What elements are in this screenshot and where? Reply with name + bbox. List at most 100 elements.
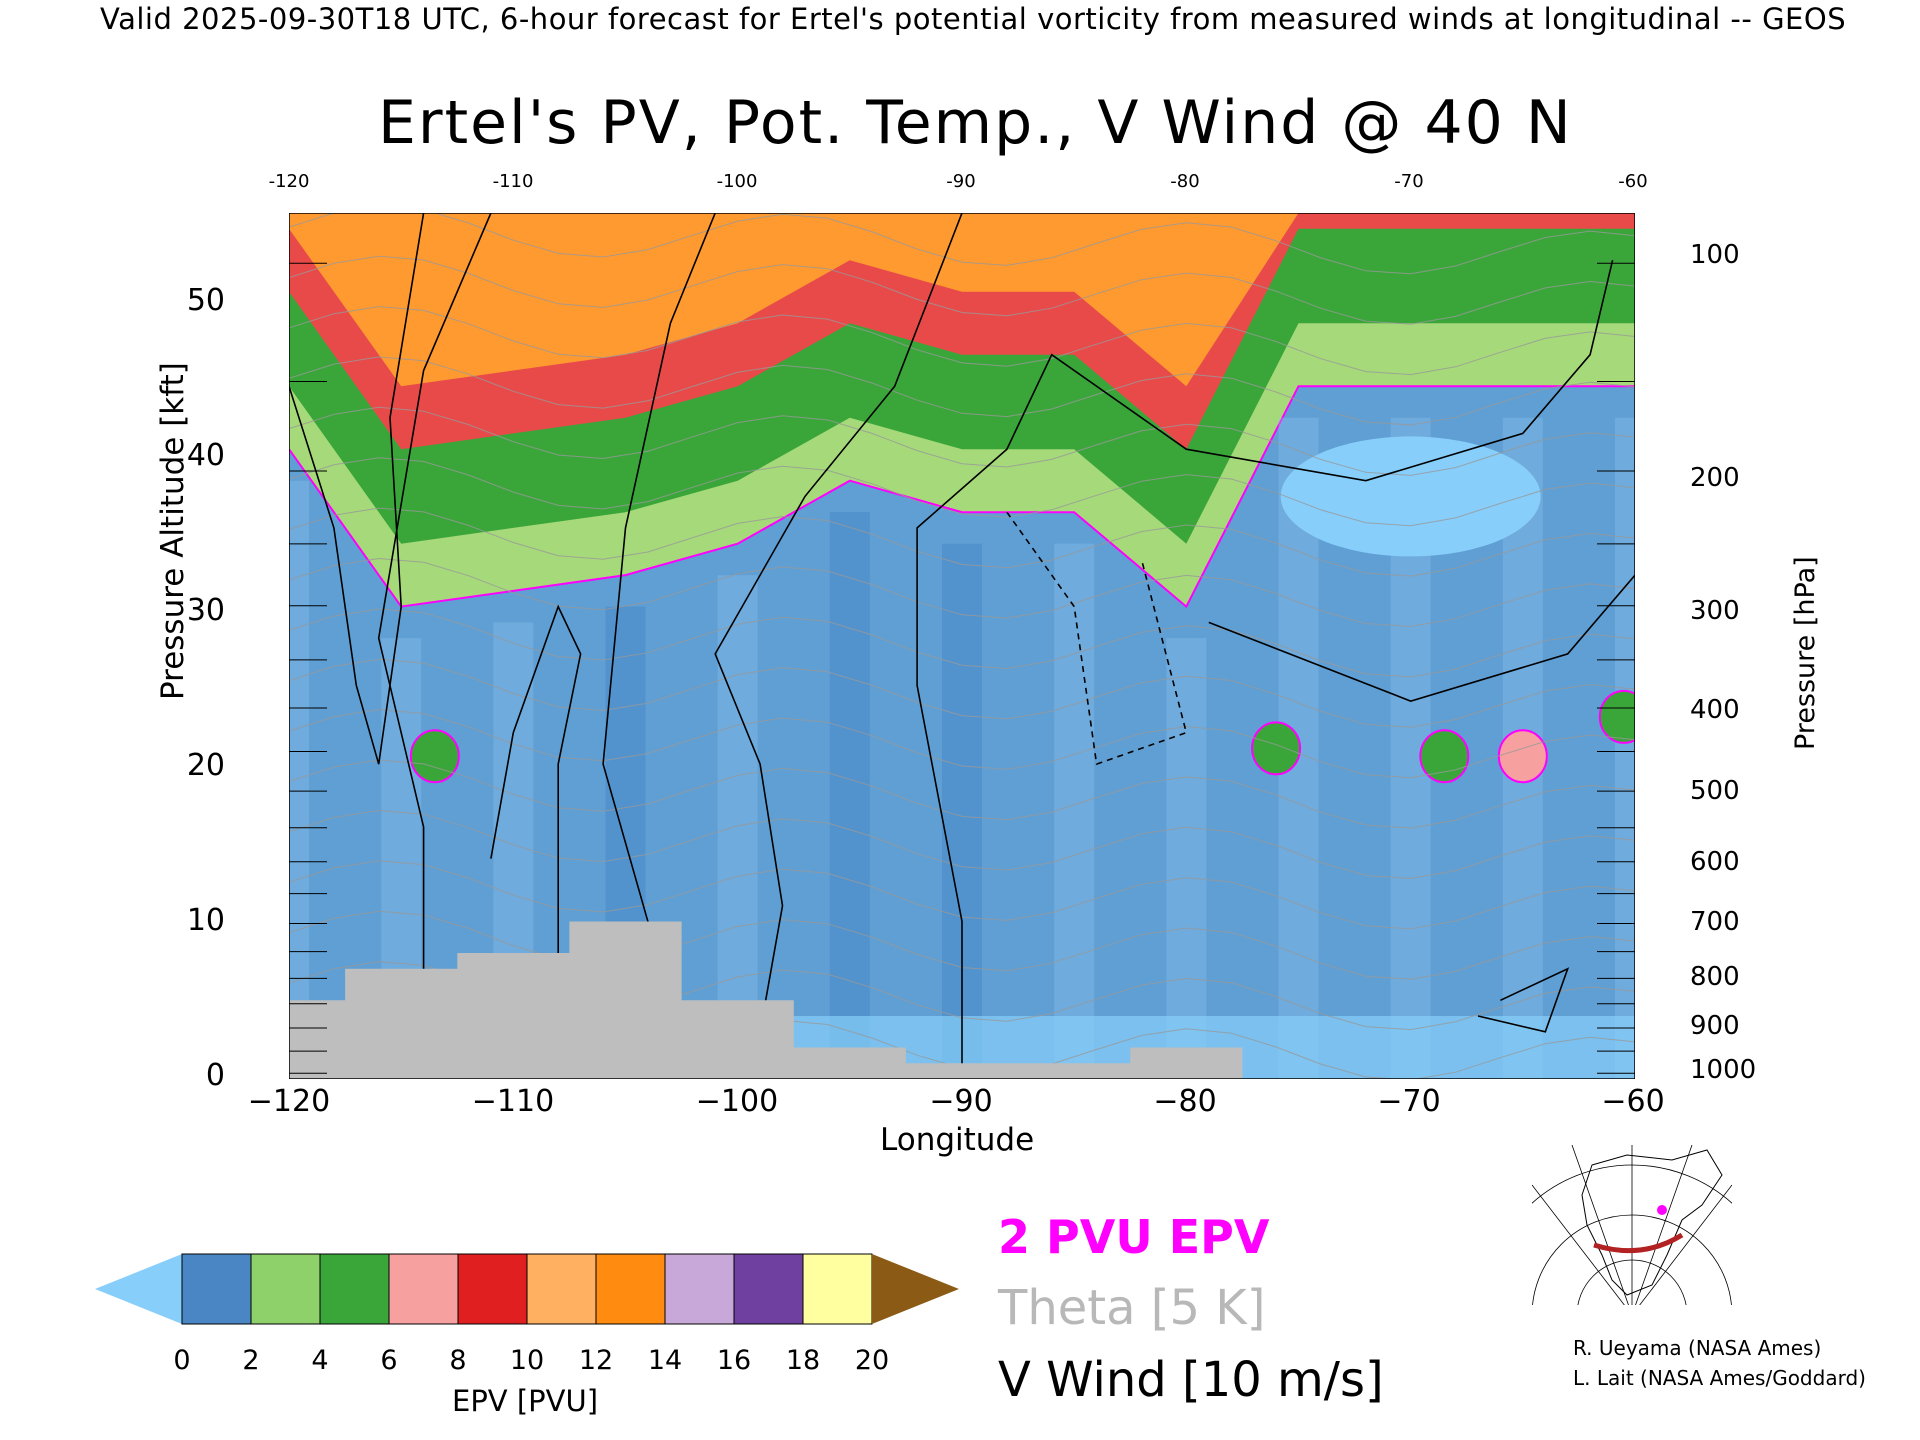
wind-contour	[1477, 967, 1570, 1033]
y-tick-label: 40	[186, 438, 225, 473]
pressure-axis-label: Pressure [hPa]	[1790, 556, 1821, 750]
top-tick-label: -120	[268, 171, 310, 192]
credit-line: L. Lait (NASA Ames/Goddard)	[1573, 1366, 1866, 1390]
x-tick-label: −60	[1601, 1084, 1665, 1119]
pv-band-orange	[289, 213, 1635, 387]
theta-contour	[289, 255, 1635, 325]
theta-contour	[289, 213, 1635, 275]
valid-time-header: Valid 2025-09-30T18 UTC, 6-hour forecast…	[100, 2, 1847, 36]
y-tick-label: 10	[186, 903, 225, 938]
x-axis-label: Longitude	[880, 1122, 1035, 1158]
map-meridian	[1571, 1145, 1629, 1305]
pressure-tick-label: 1000	[1690, 1055, 1757, 1085]
wind-contour	[1006, 511, 1188, 766]
map-meridian	[1532, 1184, 1625, 1305]
colorbar-tick: 2	[242, 1345, 260, 1376]
legend-theta: Theta [5 K]	[998, 1280, 1266, 1336]
top-tick-label: -110	[492, 171, 534, 192]
theta-contour	[289, 557, 1635, 628]
pv-streak	[717, 575, 758, 1079]
terrain-mask	[289, 921, 1635, 1079]
pressure-tick-label: 700	[1690, 907, 1740, 937]
colorbar	[95, 1253, 959, 1325]
colorbar-segment	[319, 1253, 390, 1325]
colorbar-tick: 4	[311, 1345, 329, 1376]
map-section-line	[1593, 1232, 1684, 1254]
colorbar-segment	[250, 1253, 321, 1325]
colorbar-tick: 14	[647, 1345, 683, 1376]
y-axis-label: Pressure Altitude [kft]	[155, 362, 191, 700]
colorbar-segment	[457, 1253, 528, 1325]
pv-blob	[1251, 721, 1302, 776]
pressure-tick-label: 500	[1690, 776, 1740, 806]
colorbar-tick: 8	[449, 1345, 467, 1376]
colorbar-segment	[802, 1253, 873, 1325]
pv-2pvu-line	[289, 385, 1635, 609]
colorbar-segments	[181, 1253, 873, 1325]
pv-blob	[1497, 729, 1548, 784]
theta-contour	[289, 306, 1635, 376]
theta-contour	[289, 356, 1635, 426]
wind-contour	[289, 213, 425, 765]
pressure-tick-label: 800	[1690, 962, 1740, 992]
colorbar-segment	[388, 1253, 459, 1325]
colorbar-tick: 6	[380, 1345, 398, 1376]
y-tick-label: 0	[205, 1058, 225, 1093]
theta-contour	[289, 406, 1635, 476]
top-tick-label: -60	[1618, 171, 1648, 192]
theta-contour	[289, 759, 1635, 829]
credit-line: R. Ueyama (NASA Ames)	[1573, 1336, 1822, 1360]
pv-blob	[409, 729, 460, 784]
map-coastline	[1581, 1149, 1723, 1296]
colorbar-segment	[181, 1253, 252, 1325]
top-tick-label: -70	[1394, 171, 1424, 192]
wind-contour	[714, 213, 963, 1032]
pv-blob	[1598, 689, 1635, 744]
colorbar-segment	[526, 1253, 597, 1325]
wind-contour	[916, 260, 1614, 1079]
theta-contour	[289, 608, 1635, 678]
colorbar-tick: 10	[509, 1345, 545, 1376]
pv-streak	[1166, 638, 1207, 1079]
pressure-tick-label: 600	[1690, 847, 1740, 877]
top-tick-label: -100	[716, 171, 758, 192]
colorbar-tick: 20	[854, 1345, 890, 1376]
theta-contour	[289, 709, 1635, 779]
theta-contour	[289, 860, 1635, 930]
wind-contour	[377, 213, 492, 1079]
y-tick-label: 30	[186, 593, 225, 628]
colorbar-segment	[733, 1253, 804, 1325]
colorbar-segment	[595, 1253, 666, 1325]
map-meridian	[1639, 1184, 1732, 1305]
colorbar-tick: 18	[785, 1345, 821, 1376]
wind-contour	[1208, 574, 1635, 702]
theta-contour	[289, 658, 1635, 728]
pv-streak	[289, 480, 309, 1079]
pressure-tick-label: 400	[1690, 695, 1740, 725]
colorbar-label: EPV [PVU]	[452, 1384, 599, 1418]
theta-contour	[289, 507, 1635, 577]
pv-blobs	[409, 689, 1635, 784]
top-tick-label: -90	[946, 171, 976, 192]
pv-low-pocket	[1280, 436, 1541, 557]
pressure-tick-label: 900	[1690, 1011, 1740, 1041]
pressure-tick-label: 300	[1690, 596, 1740, 626]
chart-title: Ertel's PV, Pot. Temp., V Wind @ 40 N	[378, 88, 1573, 158]
pv-streak	[1615, 417, 1635, 1079]
pv-streak	[829, 512, 870, 1079]
x-tick-label: −110	[471, 1084, 555, 1119]
legend-wind: V Wind [10 m/s]	[998, 1352, 1384, 1408]
cross-section-plot	[289, 213, 1635, 1079]
colorbar-over-arrow	[872, 1254, 959, 1324]
locator-map	[1532, 1145, 1732, 1305]
top-tick-label: -80	[1170, 171, 1200, 192]
pv-streak	[1054, 543, 1095, 1079]
pv-bands	[289, 213, 1635, 609]
pressure-tick-label: 200	[1690, 463, 1740, 493]
pressure-tick-label: 100	[1690, 240, 1740, 270]
x-tick-label: −120	[247, 1084, 331, 1119]
theta-contour	[289, 457, 1635, 527]
x-tick-label: −100	[695, 1084, 779, 1119]
x-tick-label: −80	[1153, 1084, 1217, 1119]
legend-pv-line: 2 PVU EPV	[998, 1210, 1270, 1264]
